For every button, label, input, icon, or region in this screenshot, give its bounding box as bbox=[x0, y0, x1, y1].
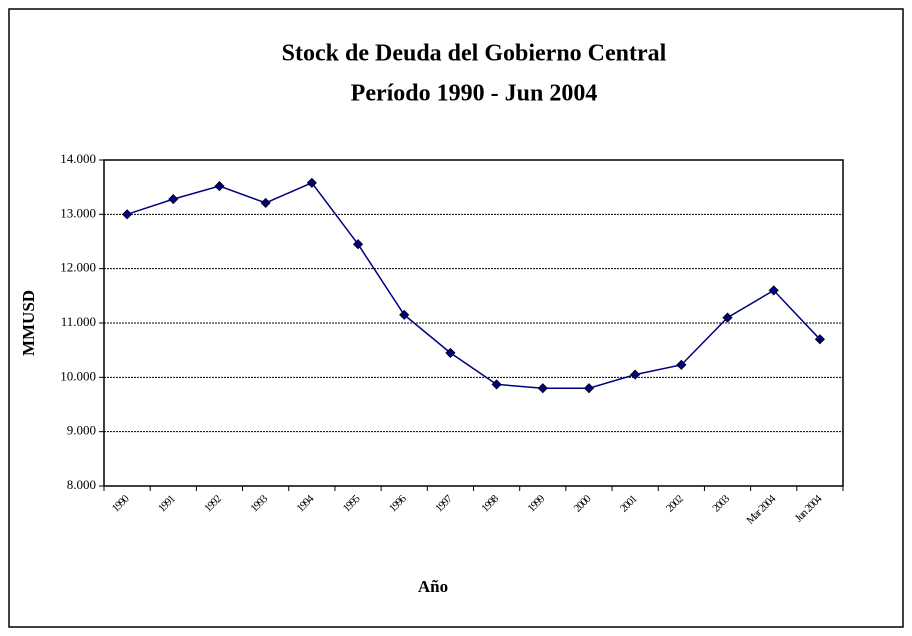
data-point bbox=[491, 379, 502, 390]
chart-subtitle: Período 1990 - Jun 2004 bbox=[351, 81, 598, 107]
y-tick-label: 12.000 bbox=[60, 260, 96, 275]
y-tick-label: 10.000 bbox=[60, 368, 96, 383]
y-tick-label: 11.000 bbox=[61, 314, 96, 329]
data-point bbox=[768, 285, 779, 296]
series-line bbox=[126, 181, 821, 389]
y-axis-title: MMUSD bbox=[19, 290, 38, 356]
data-point bbox=[214, 181, 225, 192]
data-point bbox=[260, 197, 271, 208]
data-point bbox=[676, 359, 687, 370]
y-tick-label: 14.000 bbox=[60, 151, 96, 166]
data-point bbox=[630, 369, 641, 380]
chart-title: Stock de Deuda del Gobierno Central bbox=[282, 41, 667, 67]
y-tick-label: 9.000 bbox=[67, 423, 96, 438]
data-point bbox=[722, 312, 733, 323]
data-point bbox=[537, 383, 548, 394]
data-point bbox=[583, 383, 595, 394]
data-point bbox=[306, 177, 317, 188]
data-point bbox=[814, 334, 825, 345]
data-point bbox=[352, 239, 364, 250]
data-point bbox=[445, 347, 456, 358]
y-tick-label: 8.000 bbox=[67, 477, 96, 492]
data-point bbox=[399, 309, 410, 320]
x-axis-title: Año bbox=[418, 577, 448, 596]
data-point bbox=[122, 209, 133, 220]
y-tick-label: 13.000 bbox=[60, 205, 96, 220]
data-point bbox=[168, 194, 179, 205]
